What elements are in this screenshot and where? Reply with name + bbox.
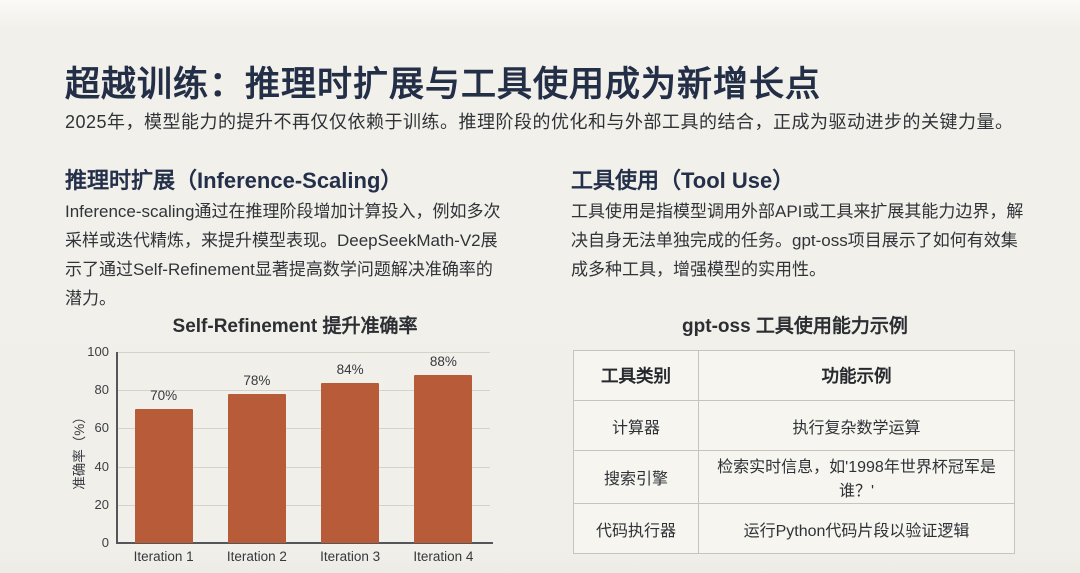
y-tick-label: 20 bbox=[94, 496, 109, 512]
table-cell: 运行Python代码片段以验证逻辑 bbox=[698, 503, 1015, 554]
bar bbox=[134, 409, 193, 543]
x-tick-label: Iteration 1 bbox=[133, 549, 194, 564]
chart-title: Self-Refinement 提升准确率 bbox=[172, 316, 418, 337]
y-tick-label: 100 bbox=[87, 344, 109, 359]
grid-line bbox=[117, 466, 490, 468]
y-tick-label: 0 bbox=[101, 535, 109, 550]
bar-value-label: 88% bbox=[429, 353, 457, 369]
table-cell: 计算器 bbox=[573, 400, 699, 451]
inference-scaling-body: Inference-scaling通过在推理阶段增加计算投入，例如多次采样或迭代… bbox=[65, 202, 501, 308]
page-subtitle: 2025年，模型能力的提升不再仅仅依赖于训练。推理阶段的优化和与外部工具的结合，… bbox=[65, 112, 1014, 132]
table-row: 计算器 执行复杂数学运算 bbox=[573, 400, 1015, 451]
x-tick-label: Iteration 2 bbox=[226, 549, 287, 564]
table-cell: 检索实时信息，如'1998年世界杯冠军是谁？' bbox=[698, 450, 1015, 504]
grid-line bbox=[117, 428, 490, 430]
bar-chart: 准确率（%） 0 20 40 60 80 100 70% Iteration 1 78% Iter… bbox=[65, 344, 510, 570]
y-axis-line bbox=[116, 352, 118, 543]
bar-value-label: 78% bbox=[243, 373, 271, 389]
table-body: 计算器 执行复杂数学运算 搜索引擎 检索实时信息，如'1998年世界杯冠军是谁？' 代码… bbox=[573, 400, 1015, 554]
y-tick-label: 40 bbox=[94, 458, 109, 474]
inference-scaling-heading: 推理时扩展（Inference-Scaling） bbox=[65, 168, 403, 193]
x-axis-line bbox=[116, 542, 493, 544]
chart-y-axis-label: 准确率（%） bbox=[72, 410, 87, 490]
table-cell: 搜索引擎 bbox=[573, 450, 699, 504]
page-title: 超越训练：推理时扩展与工具使用成为新增长点 bbox=[65, 65, 822, 104]
table-header-cell: 工具类别 bbox=[573, 350, 699, 401]
bar bbox=[414, 374, 473, 543]
x-tick-label: Iteration 4 bbox=[413, 549, 474, 564]
table-cell: 代码执行器 bbox=[573, 503, 699, 554]
table-row: 代码执行器 运行Python代码片段以验证逻辑 bbox=[573, 503, 1015, 554]
tool-capability-table: 工具类别 功能示例 计算器 执行复杂数学运算 搜索引擎 检索实时信息，如'1998年世界… bbox=[573, 350, 1015, 554]
bar bbox=[227, 394, 286, 543]
y-tick-label: 60 bbox=[94, 420, 109, 436]
table-header-cell: 功能示例 bbox=[698, 350, 1015, 401]
y-tick-label: 80 bbox=[94, 382, 109, 398]
x-tick-label: Iteration 3 bbox=[320, 549, 381, 564]
tool-use-body: 工具使用是指模型调用外部API或工具来扩展其能力边界，解决自身无法单独完成的任务… bbox=[571, 202, 1024, 279]
table-row: 搜索引擎 检索实时信息，如'1998年世界杯冠军是谁？' bbox=[573, 450, 1015, 504]
table-header-row: 工具类别 功能示例 bbox=[573, 350, 1015, 401]
tool-use-heading: 工具使用（Tool Use） bbox=[571, 168, 795, 193]
table-cell: 执行复杂数学运算 bbox=[698, 400, 1015, 451]
grid-line bbox=[117, 352, 490, 353]
bar bbox=[321, 382, 380, 543]
grid-line bbox=[117, 390, 490, 392]
table-title: gpt-oss 工具使用能力示例 bbox=[682, 316, 908, 337]
bar-value-label: 70% bbox=[150, 388, 178, 404]
bar-value-label: 84% bbox=[336, 361, 364, 377]
grid-line bbox=[117, 504, 490, 506]
table-header: 工具类别 功能示例 bbox=[573, 350, 1015, 401]
